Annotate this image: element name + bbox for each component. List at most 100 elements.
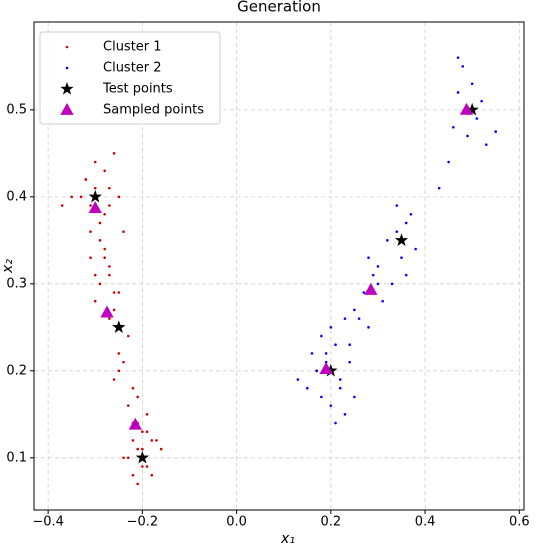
point (141, 447, 144, 451)
x-tick-label: −0.4 (32, 515, 64, 530)
y-tick-label: 0.2 (6, 363, 27, 378)
point (367, 326, 370, 329)
point (353, 395, 356, 399)
point (93, 273, 97, 277)
point (103, 256, 106, 260)
point (480, 99, 483, 103)
point (93, 299, 97, 303)
point (390, 282, 394, 286)
point (112, 152, 116, 155)
point (145, 413, 149, 416)
point (348, 360, 351, 364)
point (320, 395, 323, 399)
y-tick-label: 0.4 (6, 189, 27, 204)
point (135, 450, 150, 464)
point (150, 439, 154, 442)
point (470, 82, 474, 86)
point (404, 221, 408, 225)
point (386, 239, 389, 242)
point (466, 134, 469, 138)
point (128, 417, 142, 430)
point (150, 473, 154, 477)
point (338, 378, 342, 381)
point (145, 430, 149, 434)
point (89, 204, 92, 207)
point (315, 369, 318, 373)
point (117, 369, 121, 373)
point (334, 421, 337, 425)
point (103, 247, 106, 251)
point (108, 317, 111, 320)
point (456, 56, 460, 59)
point (98, 221, 102, 225)
point (395, 204, 399, 207)
y-tick-label: 0.5 (6, 102, 27, 117)
point (108, 265, 111, 268)
y-tick-label: 0.1 (6, 450, 27, 465)
point (324, 363, 338, 377)
point (319, 362, 333, 374)
point (376, 282, 380, 286)
x-tick-label: −0.2 (127, 515, 159, 530)
point (131, 473, 135, 477)
point (122, 456, 125, 460)
x-tick-label: 0.0 (226, 515, 247, 530)
point (459, 102, 474, 115)
point (305, 386, 309, 390)
point (136, 395, 139, 399)
point (136, 482, 139, 486)
point (60, 204, 64, 207)
point (310, 352, 314, 355)
point (145, 465, 149, 468)
point (103, 169, 106, 173)
point (88, 189, 102, 203)
point (89, 230, 92, 233)
point (126, 334, 130, 338)
legend-label: Test points (102, 82, 173, 97)
point (475, 117, 479, 120)
legend-label: Cluster 1 (103, 40, 162, 55)
point (414, 247, 417, 251)
point (456, 91, 460, 94)
point (404, 273, 408, 277)
point (98, 239, 102, 242)
point (394, 233, 409, 246)
point (122, 230, 125, 233)
point (324, 352, 328, 355)
point (112, 320, 126, 333)
x-tick-label: 0.2 (320, 515, 341, 530)
point (159, 447, 163, 451)
legend-marker (65, 66, 69, 70)
point (296, 378, 300, 381)
point (103, 212, 106, 216)
point (395, 230, 399, 233)
plot-frame (33, 21, 525, 511)
point (381, 299, 384, 303)
point (89, 256, 92, 260)
legend-label: Sampled points (103, 103, 204, 118)
point (461, 65, 465, 68)
point (452, 125, 455, 129)
y-tick-label: 0.3 (6, 276, 27, 291)
point (112, 308, 116, 312)
point (136, 447, 139, 451)
legend-marker (65, 45, 69, 49)
point (88, 201, 102, 214)
point (126, 456, 130, 460)
legend-marker (60, 82, 74, 95)
point (108, 186, 111, 190)
point (376, 265, 380, 268)
point (338, 386, 342, 390)
point (108, 204, 111, 207)
point (84, 178, 88, 181)
x-tick-label: 0.4 (415, 515, 436, 530)
point (334, 343, 337, 347)
point (367, 256, 370, 260)
point (155, 439, 158, 442)
point (371, 273, 375, 277)
point (93, 186, 97, 190)
point (141, 430, 144, 434)
legend-box (39, 31, 221, 125)
